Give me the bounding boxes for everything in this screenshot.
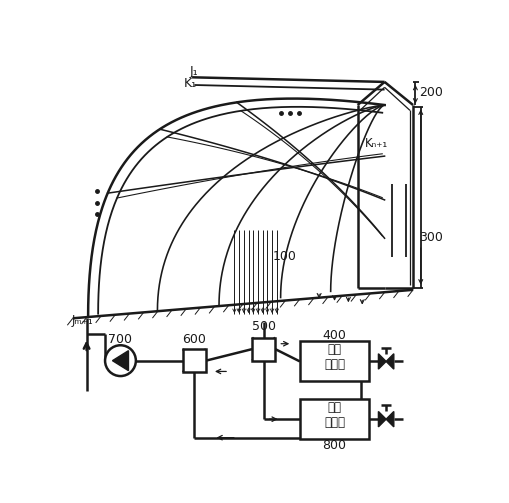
Text: Kₙ₊₁: Kₙ₊₁ <box>364 137 388 150</box>
Polygon shape <box>378 411 385 427</box>
Bar <box>299 399 369 439</box>
Text: 800: 800 <box>322 439 346 452</box>
Text: 冷水
储水筱: 冷水 储水筱 <box>323 400 345 429</box>
Polygon shape <box>112 351 128 371</box>
Text: K₁: K₁ <box>184 77 196 90</box>
Text: 300: 300 <box>418 231 442 244</box>
Polygon shape <box>378 354 385 369</box>
Polygon shape <box>385 354 393 369</box>
Polygon shape <box>385 411 393 427</box>
Bar <box>183 349 206 372</box>
Text: 600: 600 <box>182 332 206 346</box>
Text: 200: 200 <box>418 86 442 99</box>
Text: J₁: J₁ <box>190 65 199 77</box>
Bar <box>299 342 369 381</box>
Text: 400: 400 <box>322 329 346 342</box>
Text: 700: 700 <box>108 332 132 346</box>
Text: Jₘ₊₁: Jₘ₊₁ <box>71 314 93 327</box>
Text: 500: 500 <box>251 319 275 332</box>
Circle shape <box>105 345 135 376</box>
Bar <box>251 338 275 361</box>
Text: 热水
储水筱: 热水 储水筱 <box>323 343 345 371</box>
Text: 100: 100 <box>272 250 296 263</box>
